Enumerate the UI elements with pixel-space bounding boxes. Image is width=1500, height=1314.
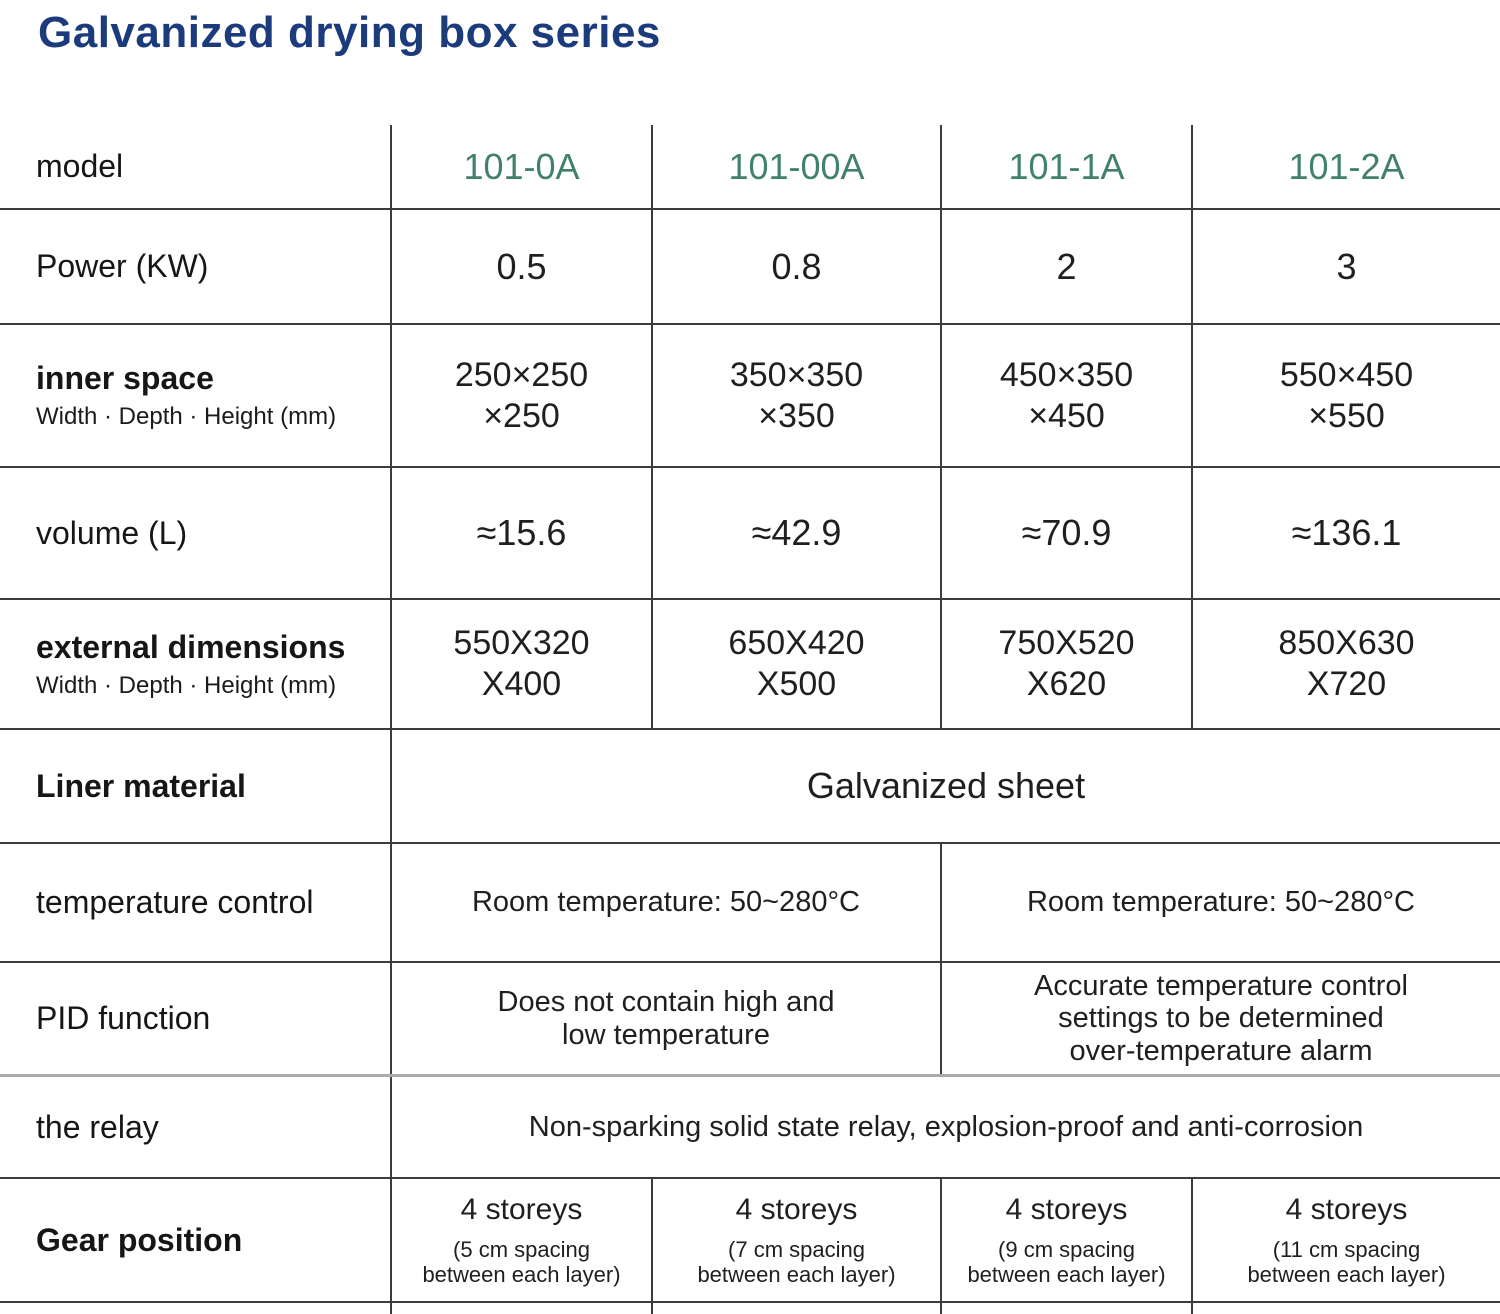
model-name-101-1a: 101-1A [940,125,1191,208]
relay-value: Non-sparking solid state relay, explosio… [390,1077,1500,1177]
row-relay: the relay Non-sparking solid state relay… [0,1077,1500,1179]
row-label-external-dimensions-text: external dimensions [36,628,346,665]
gear-position-value: 4 storeys (5 cm spacing between each lay… [390,1179,651,1301]
gear-spacing-note: (9 cm spacing between each layer) [967,1236,1166,1287]
gear-position-value: 4 storeys (11 cm spacing between each la… [1191,1179,1500,1301]
pid-function-value: Does not contain high and low temperatur… [390,963,940,1074]
temperature-control-value: Room temperature: 50~280°C [390,844,940,961]
row-power: Power (KW) 0.5 0.8 2 3 [0,210,1500,325]
row-label-model-text: model [36,148,124,184]
row-label-temperature-control: temperature control [0,844,390,961]
volume-value: ≈15.6 [390,468,651,598]
gear-position-value: 4 storeys (7 cm spacing between each lay… [651,1179,940,1301]
row-volume: volume (L) ≈15.6 ≈42.9 ≈70.9 ≈136.1 [0,468,1500,600]
row-label-volume: volume (L) [0,468,390,598]
row-model: model 101-0A 101-00A 101-1A 101-2A [0,125,1500,210]
row-pid-function: PID function Does not contain high and l… [0,963,1500,1077]
spec-table: model 101-0A 101-00A 101-1A 101-2A Power… [0,125,1500,1314]
gear-spacing-note: (5 cm spacing between each layer) [422,1236,621,1287]
row-sublabel-inner-space: Width · Depth · Height (mm) [36,403,337,430]
page-header: Galvanized drying box series [0,0,1500,125]
row-label-model: model [0,125,390,208]
row-label-temperature-control-text: temperature control [36,884,314,920]
row-label-liner-material-text: Liner material [36,767,246,804]
row-inner-space: inner space Width · Depth · Height (mm) … [0,325,1500,468]
inner-space-value: 350×350 ×350 [651,325,940,466]
row-label-power: Power (KW) [0,210,390,323]
row-label-pid-function-text: PID function [36,1000,211,1036]
inner-space-value: 550×450 ×550 [1191,325,1500,466]
pid-function-value: Accurate temperature control settings to… [940,963,1500,1074]
row-label-relay: the relay [0,1077,390,1177]
volume-value: ≈70.9 [940,468,1191,598]
stub-cell [940,1303,1191,1314]
gear-storeys: 4 storeys [735,1192,858,1226]
row-label-inner-space: inner space Width · Depth · Height (mm) [0,325,390,466]
gear-storeys: 4 storeys [1285,1192,1408,1226]
row-label-gear-position: Gear position [0,1179,390,1301]
inner-space-value: 250×250 ×250 [390,325,651,466]
power-value: 0.5 [390,210,651,323]
volume-value: ≈42.9 [651,468,940,598]
gear-spacing-note: (7 cm spacing between each layer) [697,1236,896,1287]
power-value: 3 [1191,210,1500,323]
external-dimensions-value: 550X320 X400 [390,600,651,728]
row-liner-material: Liner material Galvanized sheet [0,730,1500,844]
row-sublabel-external-dimensions: Width · Depth · Height (mm) [36,671,337,699]
model-name-101-0a: 101-0A [390,125,651,208]
row-clipped-stub [0,1303,1500,1314]
gear-position-value: 4 storeys (9 cm spacing between each lay… [940,1179,1191,1301]
gear-storeys: 4 storeys [1005,1192,1128,1226]
stub-cell [1191,1303,1500,1314]
power-value: 2 [940,210,1191,323]
model-name-101-00a: 101-00A [651,125,940,208]
liner-material-value: Galvanized sheet [390,730,1500,842]
external-dimensions-value: 850X630 X720 [1191,600,1500,728]
row-label-external-dimensions: external dimensions Width · Depth · Heig… [0,600,390,728]
row-label-power-text: Power (KW) [36,248,209,284]
stub-cell [0,1303,390,1314]
row-temperature-control: temperature control Room temperature: 50… [0,844,1500,963]
row-label-relay-text: the relay [36,1108,159,1145]
gear-spacing-note: (11 cm spacing between each layer) [1247,1236,1446,1287]
row-label-pid-function: PID function [0,963,390,1074]
temperature-control-value: Room temperature: 50~280°C [940,844,1500,961]
row-label-volume-text: volume (L) [36,514,188,551]
row-label-inner-space-text: inner space [36,360,214,396]
model-name-101-2a: 101-2A [1191,125,1500,208]
row-external-dimensions: external dimensions Width · Depth · Heig… [0,600,1500,730]
gear-storeys: 4 storeys [460,1192,583,1226]
row-label-liner-material: Liner material [0,730,390,842]
stub-cell [651,1303,940,1314]
external-dimensions-value: 750X520 X620 [940,600,1191,728]
row-label-gear-position-text: Gear position [36,1221,243,1258]
inner-space-value: 450×350 ×450 [940,325,1191,466]
row-gear-position: Gear position 4 storeys (5 cm spacing be… [0,1179,1500,1303]
power-value: 0.8 [651,210,940,323]
external-dimensions-value: 650X420 X500 [651,600,940,728]
volume-value: ≈136.1 [1191,468,1500,598]
stub-cell [390,1303,651,1314]
page-title: Galvanized drying box series [38,8,661,57]
